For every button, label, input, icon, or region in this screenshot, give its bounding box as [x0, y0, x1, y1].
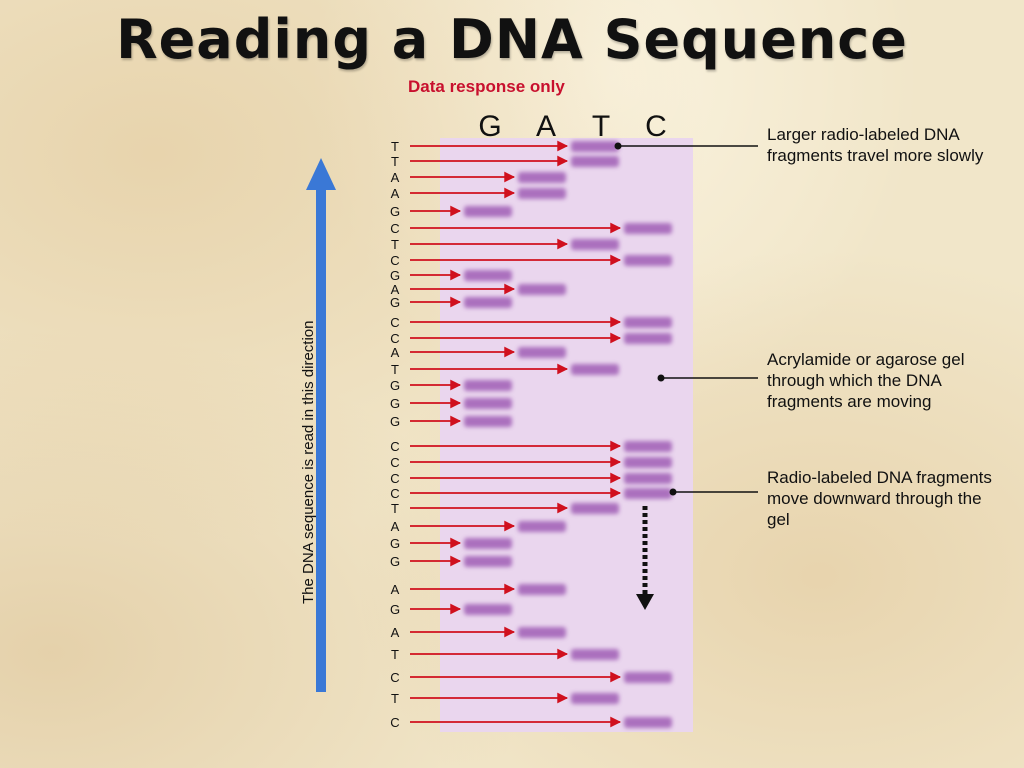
sequence-letter: T	[391, 691, 399, 706]
sequence-letter: T	[391, 237, 399, 252]
sequence-letter: G	[390, 396, 400, 411]
gel-band-a	[518, 188, 566, 199]
sequence-letter: C	[390, 331, 399, 346]
sequence-letter: T	[391, 501, 399, 516]
gel-band-g	[464, 398, 512, 409]
annotation-gel-medium: Acrylamide or agarose gel through which …	[767, 350, 965, 411]
lane-header-g: G	[478, 110, 501, 143]
gel-band-c	[624, 717, 672, 728]
sequence-letter: C	[390, 253, 399, 268]
gel-band-t	[571, 693, 619, 704]
gel-band-c	[624, 333, 672, 344]
lane-header-c: C	[645, 110, 667, 143]
gel-band-t	[571, 503, 619, 514]
gel-band-a	[518, 172, 566, 183]
sequence-letter: C	[390, 486, 399, 501]
sequence-letter: T	[391, 154, 399, 169]
sequence-letter: A	[391, 345, 400, 360]
gel-band-c	[624, 488, 672, 499]
subtitle: Data response only	[408, 77, 565, 96]
sequence-letter: A	[391, 186, 400, 201]
sequence-letter: A	[391, 582, 400, 597]
gel-band-a	[518, 347, 566, 358]
gel-band-t	[571, 649, 619, 660]
gel-band-g	[464, 297, 512, 308]
sequence-letter: G	[390, 204, 400, 219]
callout-lines	[614, 142, 758, 496]
gel-slab	[440, 138, 693, 732]
gel-band-c	[624, 457, 672, 468]
gel-band-c	[624, 473, 672, 484]
gel-band-a	[518, 627, 566, 638]
sequence-letter: C	[390, 455, 399, 470]
sequence-letter: C	[390, 315, 399, 330]
annotation-fragment-size: Larger radio-labeled DNA fragments trave…	[767, 125, 984, 165]
gel-band-t	[571, 141, 619, 152]
reading-direction-arrow	[306, 158, 336, 692]
gel-band-c	[624, 223, 672, 234]
sequence-letter: C	[390, 439, 399, 454]
sequence-letter: C	[390, 715, 399, 730]
gel-band-g	[464, 416, 512, 427]
gel-band-g	[464, 270, 512, 281]
gel-band-a	[518, 584, 566, 595]
sequence-letter: G	[390, 414, 400, 429]
gel-band-a	[518, 521, 566, 532]
sequence-letter: G	[390, 536, 400, 551]
lane-header-a: A	[536, 110, 556, 143]
gel-band-c	[624, 317, 672, 328]
gel-band-c	[624, 255, 672, 266]
lane-header-t: T	[592, 110, 610, 143]
sequence-letter: C	[390, 471, 399, 486]
migration-direction-arrow	[636, 506, 654, 610]
gel-band-t	[571, 364, 619, 375]
gel-band-g	[464, 556, 512, 567]
sequence-letter: G	[390, 602, 400, 617]
direction-label: The DNA sequence is read in this directi…	[300, 321, 317, 604]
sequence-letter: G	[390, 554, 400, 569]
gel-band-g	[464, 206, 512, 217]
gel-band-g	[464, 604, 512, 615]
sequence-letter: C	[390, 670, 399, 685]
gel-band-t	[571, 239, 619, 250]
sequence-letter: T	[391, 362, 399, 377]
gel-band-t	[571, 156, 619, 167]
gel-band-g	[464, 538, 512, 549]
sequence-letter: A	[391, 282, 400, 297]
sequence-letter: A	[391, 625, 400, 640]
gel-band-c	[624, 672, 672, 683]
gel-band-a	[518, 284, 566, 295]
sequence-letter: A	[391, 519, 400, 534]
sequence-letter: T	[391, 647, 399, 662]
sequence-letter: A	[391, 170, 400, 185]
sequence-letter: G	[390, 378, 400, 393]
sequence-letter: G	[390, 268, 400, 283]
gel-band-c	[624, 441, 672, 452]
annotation-migration: Radio-labeled DNA fragments move downwar…	[767, 468, 992, 529]
sequence-letter: C	[390, 221, 399, 236]
sequence-letter: T	[391, 139, 399, 154]
slide-title: Reading a DNA Sequence	[116, 8, 908, 71]
sequence-letter: G	[390, 295, 400, 310]
gel-band-g	[464, 380, 512, 391]
